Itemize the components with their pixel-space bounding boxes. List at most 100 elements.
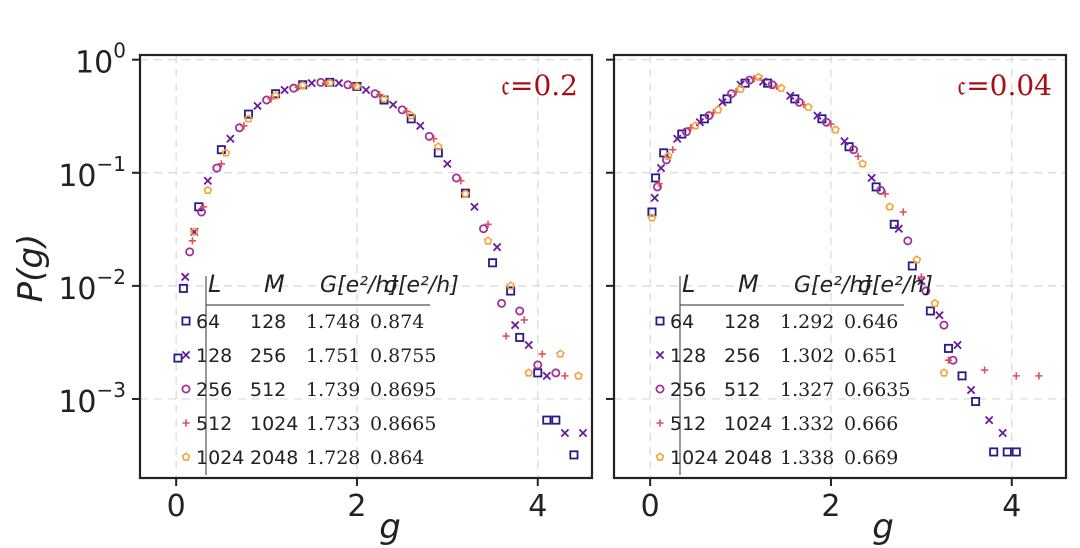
legend-cell: 128 — [250, 311, 286, 333]
data-point-L64 — [271, 89, 281, 99]
data-point-L256 — [234, 123, 244, 133]
data-point-L128 — [966, 385, 976, 395]
data-point-L1024 — [939, 368, 949, 377]
data-point-L64 — [677, 129, 687, 139]
data-point-L512 — [375, 91, 384, 99]
legend-cell: 128 — [670, 345, 706, 367]
data-point-L512 — [1035, 372, 1043, 380]
y-tick-label: 10−1 — [58, 151, 126, 193]
legend-marker — [656, 419, 664, 427]
data-point-L128 — [984, 415, 994, 425]
legend-cell: 1.733 — [306, 413, 360, 435]
data-point-L128 — [718, 98, 727, 107]
data-point-L256 — [289, 83, 299, 93]
legend-cell: 256 — [670, 379, 706, 401]
legend-cell: 0.8695 — [370, 379, 436, 401]
left-panel: 0 2 4 10−3 10−2 10−1 100 𝔠=0.2 L M G[e²/h]σ[e²/h] 6… — [58, 38, 594, 524]
data-point-L256 — [479, 224, 489, 234]
data-point-L512 — [520, 316, 528, 324]
y-tick-label: 100 — [75, 38, 126, 80]
data-point-L512 — [899, 208, 907, 216]
legend-header: M — [264, 270, 285, 298]
legend-marker — [181, 350, 191, 360]
data-point-L128 — [840, 137, 849, 146]
legend-cell: 2048 — [724, 447, 772, 469]
legend-cell: 0.651 — [844, 345, 898, 367]
data-point-L512 — [502, 332, 510, 340]
data-point-L1024 — [831, 125, 840, 134]
data-point-L1024 — [885, 202, 895, 211]
legend-cell: 1024 — [724, 413, 772, 435]
data-point-L512 — [403, 107, 411, 115]
legend-marker — [655, 384, 665, 394]
data-point-L1024 — [325, 78, 335, 87]
legend-cell: 256 — [250, 345, 286, 367]
legend-cell: 1.338 — [780, 447, 834, 469]
legend-cell: 0.874 — [370, 311, 424, 333]
data-point-L128 — [524, 340, 533, 350]
data-point-L512 — [348, 81, 357, 90]
legend-header: σ[e²/h] — [384, 273, 459, 298]
data-point-L1024 — [483, 236, 493, 245]
data-point-L512 — [1012, 372, 1020, 380]
y-axis-label: P(g) — [11, 234, 51, 303]
data-point-L512 — [854, 152, 862, 160]
data-point-L512 — [944, 356, 953, 364]
data-point-L256 — [939, 320, 949, 330]
data-point-L512 — [881, 190, 889, 198]
right-panel: 0 2 4 𝔠=0.04 L M G[e²/h]σ[e²/h] 64 128 1.292 0.646… — [606, 53, 1068, 524]
data-point-L256 — [533, 360, 543, 370]
legend-cell: 64 — [196, 311, 220, 333]
data-point-L128 — [917, 276, 926, 286]
x-axis-label-left: g — [379, 507, 401, 547]
plot-frame — [612, 53, 1068, 480]
x-axis-label-right: g — [872, 507, 894, 547]
data-point-L256 — [767, 80, 777, 90]
data-point-L128 — [542, 371, 552, 381]
data-point-L128 — [867, 173, 876, 183]
legend-cell: 1.292 — [780, 311, 834, 333]
data-point-L1024 — [804, 102, 813, 111]
data-point-L1024 — [524, 368, 534, 377]
legend-header: σ[e²/h] — [858, 273, 933, 298]
data-point-L1024 — [506, 281, 515, 290]
data-point-L128 — [673, 134, 682, 143]
data-point-L64 — [515, 332, 525, 342]
data-point-L512 — [188, 237, 197, 245]
plot-frame — [138, 53, 594, 480]
data-point-L128 — [786, 91, 795, 100]
data-point-L128 — [935, 310, 944, 320]
data-point-L1024 — [189, 227, 199, 236]
data-point-L256 — [681, 127, 691, 137]
legend-cell: 0.8755 — [370, 345, 436, 367]
data-point-L64 — [989, 447, 999, 457]
data-point-L512 — [457, 177, 465, 185]
legend-cell: 512 — [724, 379, 760, 401]
legend-cell: 128 — [196, 345, 232, 367]
legend-header: L — [208, 270, 221, 298]
data-point-L64 — [889, 219, 899, 229]
data-point-L512 — [561, 372, 569, 380]
data-point-L1024 — [556, 349, 565, 358]
data-point-L128 — [470, 202, 479, 212]
legend-marker — [181, 316, 191, 326]
legend-cell: 256 — [196, 379, 232, 401]
legend-cell: 1.748 — [306, 311, 360, 333]
data-point-L1024 — [352, 81, 362, 91]
data-point-L256 — [196, 207, 206, 217]
legend-header: L — [682, 270, 695, 298]
data-point-L256 — [262, 95, 272, 105]
legend-cell: 256 — [724, 345, 760, 367]
data-point-L512 — [484, 220, 492, 228]
y-tick-label: 10−2 — [58, 264, 126, 306]
data-point-L64 — [569, 450, 579, 460]
data-point-L128 — [180, 272, 190, 282]
data-point-L1024 — [647, 213, 657, 222]
legend-cell: 512 — [250, 379, 286, 401]
legend-cell: 1.751 — [306, 345, 360, 367]
data-point-L256 — [424, 131, 434, 141]
data-point-L64 — [379, 95, 389, 105]
data-point-L128 — [656, 163, 666, 173]
legend-cell: 0.646 — [844, 311, 898, 333]
